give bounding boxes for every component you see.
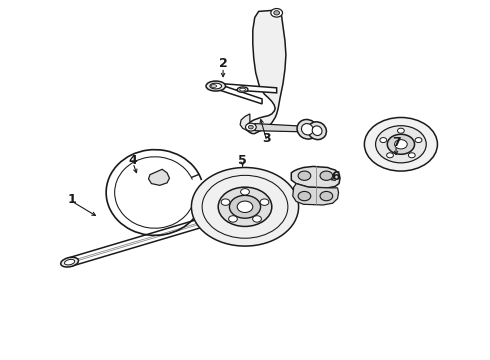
Ellipse shape [222,213,229,218]
Circle shape [387,153,393,158]
Circle shape [192,167,298,246]
Ellipse shape [308,122,326,140]
Polygon shape [148,169,170,185]
Text: 1: 1 [68,193,76,206]
Circle shape [229,195,261,218]
Circle shape [320,192,333,201]
Circle shape [274,11,280,15]
Ellipse shape [237,87,248,92]
Circle shape [387,134,415,154]
Circle shape [375,126,426,163]
Polygon shape [240,114,250,131]
Circle shape [320,171,333,180]
Circle shape [408,153,415,158]
Circle shape [365,117,438,171]
Ellipse shape [61,257,78,267]
Circle shape [237,201,253,212]
Polygon shape [255,123,301,132]
Circle shape [380,138,387,143]
Polygon shape [293,184,339,205]
Ellipse shape [301,123,313,135]
Circle shape [248,125,253,129]
Text: 7: 7 [392,136,400,149]
Ellipse shape [65,260,75,265]
Circle shape [221,199,230,205]
Polygon shape [216,83,277,93]
Circle shape [241,189,249,195]
Text: 3: 3 [263,132,271,145]
Ellipse shape [219,212,233,220]
Circle shape [415,138,422,143]
Circle shape [253,216,261,222]
Circle shape [397,128,404,133]
Circle shape [260,199,269,205]
Text: 2: 2 [219,57,227,71]
Polygon shape [68,212,228,266]
Text: 5: 5 [238,154,247,167]
Circle shape [271,9,283,17]
Text: 6: 6 [331,170,340,183]
Circle shape [298,192,311,201]
Circle shape [229,216,237,222]
Ellipse shape [312,126,322,135]
Polygon shape [246,10,286,134]
Circle shape [245,123,256,131]
Circle shape [218,187,272,226]
Circle shape [298,171,311,180]
Polygon shape [216,83,262,104]
Ellipse shape [297,120,318,139]
Ellipse shape [206,81,225,91]
Polygon shape [291,166,340,188]
Ellipse shape [211,85,217,87]
Circle shape [394,140,407,149]
Ellipse shape [240,88,245,91]
Ellipse shape [210,83,221,89]
Text: 4: 4 [128,154,137,167]
